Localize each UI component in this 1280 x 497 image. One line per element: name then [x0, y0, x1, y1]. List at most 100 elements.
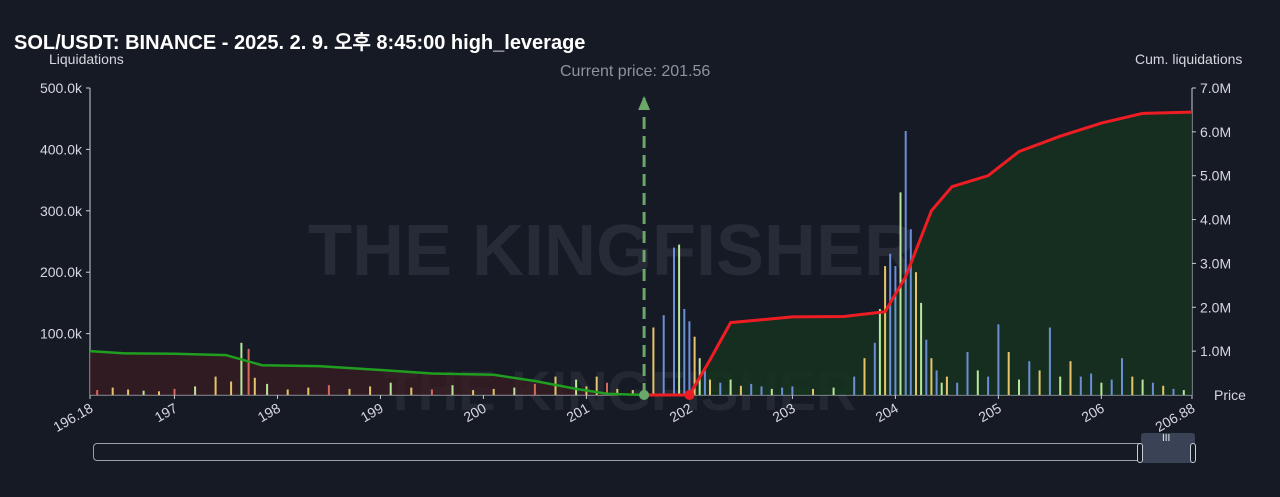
- liquidation-bar: [127, 389, 130, 395]
- liquidation-bar: [327, 385, 330, 395]
- right-axis-tick-label: 2.0M: [1200, 299, 1231, 315]
- liquidation-bar: [997, 324, 1000, 395]
- liquidation-bar: [739, 385, 742, 395]
- liquidation-bar: [1059, 376, 1062, 395]
- liquidation-bar: [781, 387, 784, 395]
- long-cum-area: [90, 351, 645, 395]
- x-axis-tick-label: 197: [152, 400, 180, 426]
- x-axis-tick-label: 199: [358, 400, 386, 426]
- liquidation-bar: [410, 387, 413, 395]
- liquidation-bar: [286, 389, 289, 395]
- liquidation-bar: [158, 391, 160, 395]
- long-cum-line: [89, 349, 645, 397]
- liquidation-bar: [1079, 376, 1082, 395]
- liquidation-bar: [595, 376, 598, 395]
- liquidation-bar: [889, 253, 892, 395]
- liquidation-bar: [1048, 327, 1051, 395]
- x-axis-tick-label: 206: [1079, 400, 1107, 426]
- liquidation-bar: [575, 379, 578, 395]
- liquidation-bar: [935, 370, 938, 395]
- x-axis-tick-label: 204: [873, 400, 901, 426]
- liquidation-bar: [1162, 385, 1165, 395]
- liquidation-bar: [1141, 379, 1144, 395]
- liquidation-bar: [791, 386, 794, 395]
- range-scrollbar-thumb[interactable]: [1141, 433, 1195, 463]
- liquidation-bar: [693, 336, 696, 395]
- liquidation-bar: [1100, 382, 1103, 395]
- liquidation-bar: [945, 376, 948, 395]
- liquidation-bar: [247, 348, 250, 395]
- liquidation-bar: [1172, 388, 1175, 395]
- short-cum-area: [644, 112, 1192, 395]
- liquidation-bar: [472, 390, 475, 395]
- liquidation-bar: [899, 192, 902, 395]
- liquidation-bar: [873, 342, 876, 395]
- current-price-arrow-icon: [638, 96, 651, 110]
- liquidation-bar: [1028, 361, 1031, 395]
- range-handle-left[interactable]: [1137, 443, 1143, 463]
- liquidation-bar: [1038, 370, 1041, 395]
- liquidation-bar: [1151, 382, 1154, 395]
- x-axis-tick-label: 205: [976, 400, 1004, 426]
- liquidation-bar: [616, 388, 619, 395]
- liquidation-bar: [853, 376, 856, 395]
- liquidation-bar: [652, 327, 655, 395]
- liquidation-bar: [142, 390, 145, 395]
- liquidation-bar: [96, 390, 99, 395]
- liquidation-bar: [832, 387, 835, 395]
- liquidation-bar: [492, 388, 495, 395]
- liquidation-bar: [750, 383, 753, 395]
- left-axis-title: Liquidations: [49, 51, 124, 67]
- liquidation-bar: [1110, 379, 1113, 395]
- liquidation-bar: [1069, 361, 1072, 395]
- liquidation-bar: [678, 244, 681, 395]
- liquidation-bar: [1007, 352, 1010, 395]
- left-axis-tick-label: 400.0k: [40, 141, 83, 157]
- liquidation-bar: [760, 386, 763, 395]
- liquidation-bar: [194, 386, 197, 395]
- liquidation-bar: [430, 389, 433, 395]
- liquidation-bar: [976, 370, 979, 395]
- liquidation-bar: [173, 388, 176, 395]
- right-axis-tick-label: 3.0M: [1200, 255, 1231, 271]
- liquidation-bar: [1090, 373, 1093, 395]
- liquidation-bar: [904, 131, 907, 395]
- liquidation-bar: [719, 382, 722, 395]
- liquidation-bar: [230, 381, 233, 395]
- liquidation-bar: [214, 376, 217, 395]
- left-axis-tick-label: 200.0k: [40, 264, 83, 280]
- liquidation-bar: [770, 388, 773, 395]
- x-axis-tick-label: 206.88: [1152, 400, 1197, 435]
- price-axis-title: Price: [1214, 387, 1246, 403]
- watermark-text: THE KINGFISHER: [308, 211, 916, 291]
- range-scrollbar-track[interactable]: [93, 443, 1194, 461]
- liquidation-bar: [925, 339, 928, 395]
- liquidation-bar: [1121, 358, 1123, 395]
- left-axis-tick-label: 100.0k: [40, 326, 83, 342]
- current-price-marker: [639, 390, 650, 400]
- liquidation-bar: [987, 376, 990, 395]
- liquidation-bar: [956, 382, 959, 395]
- scrollbar-grip-icon[interactable]: III: [1162, 433, 1171, 444]
- liquidation-bar: [673, 247, 675, 395]
- liquidation-bar: [662, 315, 665, 395]
- liquidation-bar: [709, 379, 711, 395]
- liquidation-bar: [812, 388, 814, 395]
- right-axis-tick-label: 7.0M: [1200, 80, 1231, 96]
- liquidation-bar: [451, 385, 454, 395]
- right-axis-title: Cum. liquidations: [1135, 51, 1243, 67]
- right-axis-tick-label: 4.0M: [1200, 212, 1231, 228]
- liquidation-bar: [1131, 376, 1134, 395]
- liquidation-bar: [915, 272, 917, 395]
- short-cum-line: [644, 110, 1193, 397]
- liquidation-bar: [369, 386, 372, 395]
- liquidation-bar: [348, 388, 351, 395]
- short-start-marker: [684, 390, 695, 400]
- liquidation-bar: [930, 358, 933, 395]
- liquidation-bar: [729, 379, 732, 395]
- liquidation-bar: [703, 370, 706, 395]
- range-handle-right[interactable]: [1190, 443, 1196, 463]
- left-axis-tick-label: 500.0k: [40, 80, 83, 96]
